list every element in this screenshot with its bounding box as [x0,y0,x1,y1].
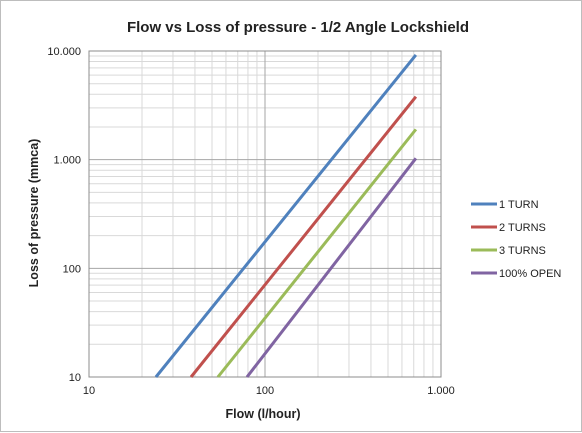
legend-label: 100% OPEN [499,268,561,280]
legend-label: 3 TURNS [499,245,546,257]
x-tick-label: 100 [256,385,274,397]
y-tick-label: 10.000 [47,46,81,58]
x-tick-label: 1.000 [427,385,455,397]
legend-item: 2 TURNS [471,222,546,234]
y-axis-title: Loss of pressure (mmca) [27,139,41,288]
legend-item: 1 TURN [471,199,539,211]
legend-label: 2 TURNS [499,222,546,234]
series-line-3-turns [216,128,418,378]
y-tick-label: 1.000 [53,155,81,167]
plot-area-border [88,50,442,378]
x-tick-label: 10 [83,385,95,397]
y-tick-labels: 10 100 1.000 10.000 [47,46,81,384]
series-line-100-open [245,157,418,378]
y-tick-label: 10 [69,372,81,384]
plot-border [88,50,442,378]
y-tick-label: 100 [63,263,81,275]
legend: 1 TURN 2 TURNS 3 TURNS 100% OPEN [471,199,561,280]
series-lines [154,53,418,378]
x-tick-labels: 10 100 1.000 [83,385,455,397]
x-axis-title: Flow (l/hour) [226,407,301,421]
series-line-2-turns [189,95,418,378]
legend-item: 3 TURNS [471,245,546,257]
legend-item: 100% OPEN [471,268,561,280]
series-line-1-turn [154,53,418,378]
legend-label: 1 TURN [499,199,539,211]
chart-title: Flow vs Loss of pressure - 1/2 Angle Loc… [127,19,469,36]
